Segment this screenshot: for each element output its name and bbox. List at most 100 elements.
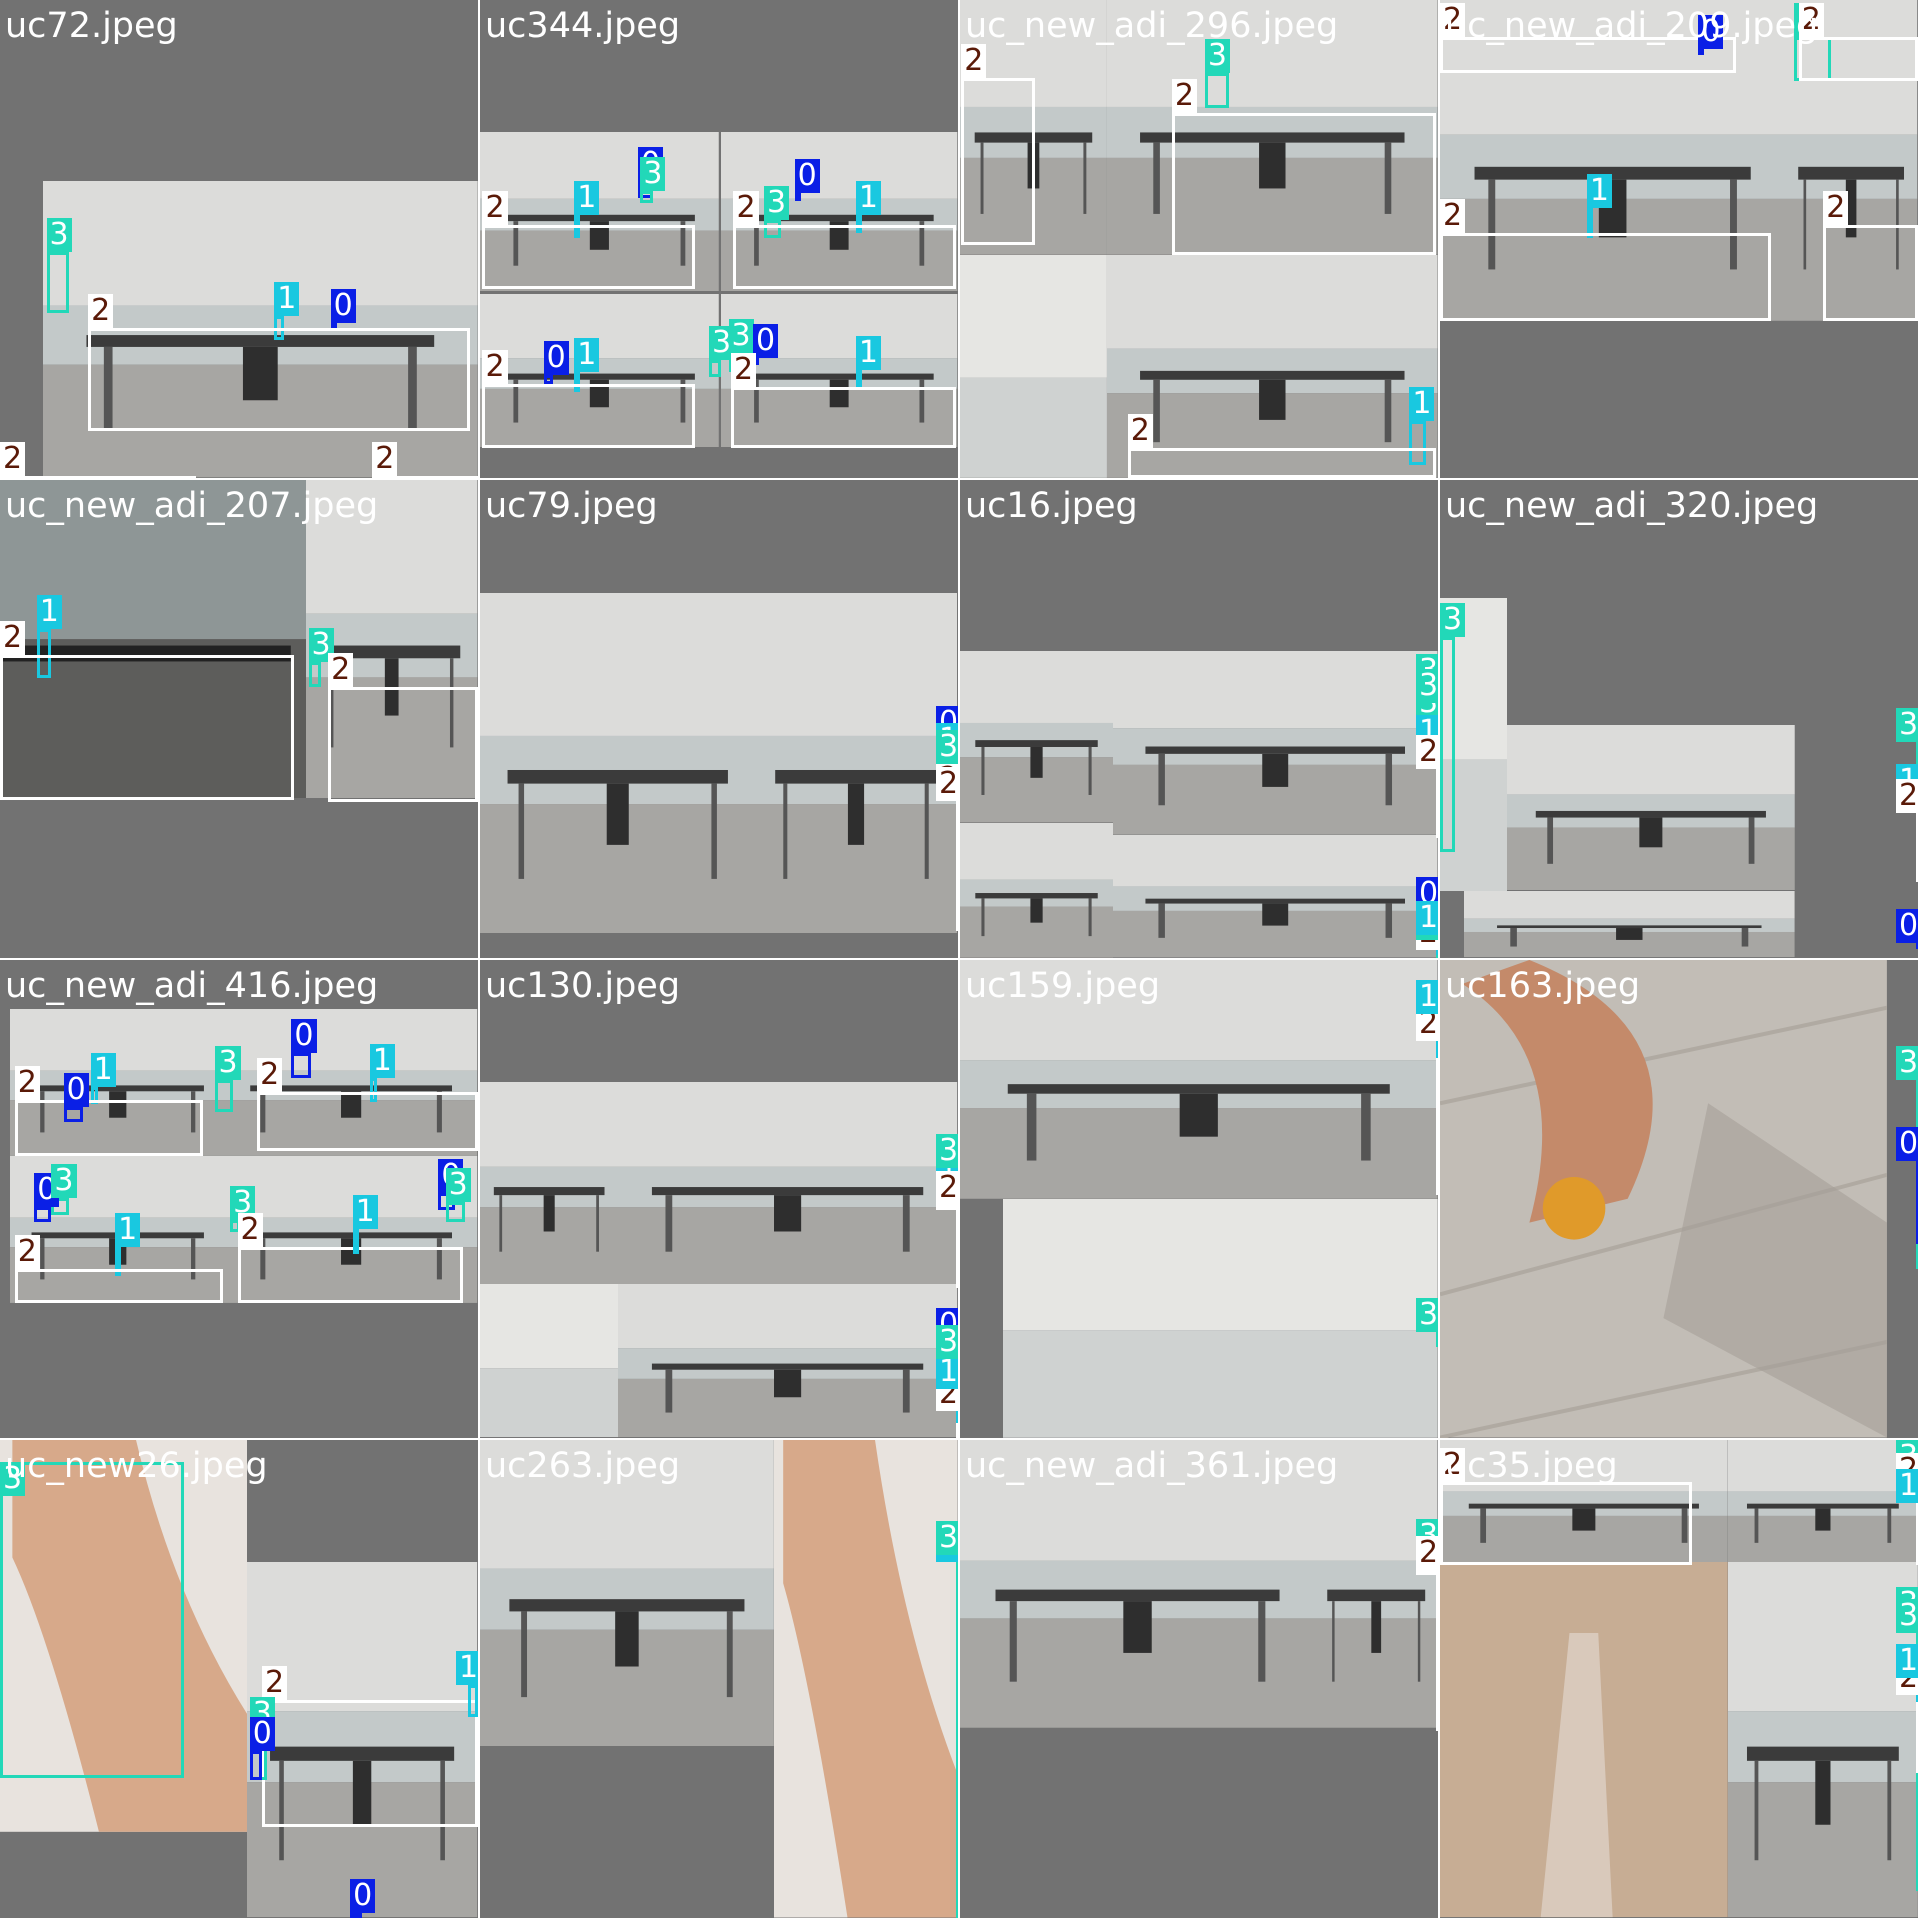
tile-photo (721, 293, 958, 447)
detection-label: 3 (936, 1521, 958, 1556)
detection-box-class-2 (1440, 232, 1771, 321)
tile-photo (773, 1440, 958, 1918)
detection-label: 1 (1416, 979, 1438, 1014)
tile-filename: uc_new_adi_209.jpeg (1445, 6, 1819, 46)
tile-photo (1315, 1440, 1438, 1728)
detection-box-class-3 (0, 1462, 184, 1778)
tile-photo (1113, 651, 1438, 836)
detection-box-class-2 (1436, 1569, 1438, 1732)
detection-box-class-2 (328, 686, 478, 802)
tile-filename: uc35.jpeg (1445, 1446, 1618, 1486)
detection-label: 2 (1440, 198, 1466, 233)
detection-box-class-0 (63, 1106, 84, 1122)
tile-filename: uc_new_adi_207.jpeg (5, 486, 379, 526)
detection-box-class-3 (1440, 636, 1455, 853)
tile-photo (1727, 1562, 1918, 1918)
detection-label: 3 (1440, 602, 1466, 637)
detection-label: 1 (352, 1195, 378, 1230)
detection-label: 2 (0, 442, 26, 476)
detection-label: 0 (249, 1716, 275, 1751)
detection-box-class-1 (855, 215, 862, 233)
detection-label: 2 (1823, 191, 1849, 226)
tile-photo (1507, 724, 1796, 891)
detection-box-class-2 (14, 1268, 223, 1303)
tile-photo (306, 480, 478, 799)
tile-filename: uc159.jpeg (965, 966, 1161, 1006)
tile-filename: uc263.jpeg (485, 1446, 681, 1486)
tile-photo (1440, 597, 1508, 892)
tile-filename: uc_new26.jpeg (5, 1446, 268, 1486)
detection-box-class-0 (249, 1750, 262, 1781)
detection-box-class-2 (482, 225, 696, 289)
tile-filename: uc_new_adi_416.jpeg (5, 966, 379, 1006)
detection-label: 0 (753, 323, 779, 358)
detection-box-class-3 (1204, 73, 1230, 108)
detection-box-class-3 (445, 1202, 466, 1222)
detection-label: 2 (88, 294, 114, 329)
tile-photo (1727, 1440, 1918, 1563)
tile-photo (618, 1284, 958, 1438)
detection-label: 2 (257, 1058, 283, 1093)
detection-label: 3 (46, 218, 72, 253)
detection-label: 3 (1204, 39, 1230, 74)
detection-box-class-2 (1823, 225, 1918, 321)
detection-label: 2 (482, 191, 508, 226)
detection-label: 2 (1798, 2, 1824, 37)
tile-photo (42, 181, 478, 478)
tile-photo (480, 1440, 774, 1747)
detection-box-class-1 (369, 1077, 378, 1103)
detection-box-class-3 (640, 191, 653, 204)
detection-box-class-1 (1409, 421, 1427, 466)
detection-box-class-2 (262, 1699, 478, 1827)
detection-label: 3 (936, 1134, 958, 1169)
mosaic-tile: uc130.jpeg320132332103 (480, 960, 958, 1438)
detection-box-class-2 (482, 384, 696, 449)
detection-label: 3 (1416, 668, 1438, 703)
detection-box-class-2 (1171, 112, 1437, 255)
tile-photo (1440, 0, 1786, 321)
detection-box-class-2 (1440, 36, 1737, 74)
detection-label: 2 (1440, 1447, 1466, 1482)
mosaic-tile: uc_new_adi_209.jpeg2032122 (1440, 0, 1918, 478)
tile-photo (721, 132, 958, 292)
detection-label: 1 (90, 1053, 116, 1088)
detection-label: 1 (1409, 387, 1435, 422)
detection-label: 3 (640, 157, 666, 191)
tile-photo (960, 822, 1114, 958)
detection-label: 2 (482, 350, 508, 385)
detection-box-class-2 (733, 225, 957, 289)
tile-photo (960, 960, 1438, 1199)
tile-photo (960, 1440, 1316, 1728)
tile-photo (755, 592, 958, 934)
tile-photo (618, 1082, 958, 1285)
detection-box-class-2 (1916, 813, 1918, 882)
detection-box-class-2 (1916, 1694, 1918, 1774)
detection-box-class-2 (257, 1092, 478, 1151)
detection-label: 1 (936, 1354, 958, 1389)
detection-box-class-2 (1127, 448, 1437, 478)
detection-label: 1 (855, 181, 881, 216)
detection-label: 2 (936, 766, 958, 801)
detection-box-class-0 (291, 1053, 311, 1078)
detection-label: 3 (1896, 1599, 1918, 1634)
tile-photo (1002, 1198, 1438, 1438)
detection-label: 3 (936, 730, 958, 765)
detection-label: 3 (1896, 1045, 1918, 1080)
detection-label: 1 (855, 335, 881, 370)
tile-photo (247, 1562, 478, 1918)
detection-label: 1 (456, 1650, 478, 1685)
mosaic-tile: uc_new_adi_296.jpeg 2 3 2 1 2 (960, 0, 1438, 478)
detection-box-class-1 (115, 1246, 122, 1276)
detection-label: 2 (1171, 78, 1197, 113)
tile-photo (480, 293, 719, 447)
mosaic-tile: uc16.jpeg321323023013 (960, 480, 1438, 958)
detection-box-class-1 (36, 629, 52, 679)
detection-box-class-1 (574, 372, 581, 392)
mosaic-tile: uc_new26.jpeg 3 2 1 3 0 0 (0, 1440, 478, 1918)
tile-photo (1113, 835, 1438, 958)
detection-box-class-3 (46, 252, 69, 314)
detection-label: 0 (350, 1878, 376, 1913)
detection-label: 0 (291, 1019, 317, 1054)
detection-label: 2 (237, 1212, 263, 1247)
tile-photo (1785, 0, 1918, 321)
